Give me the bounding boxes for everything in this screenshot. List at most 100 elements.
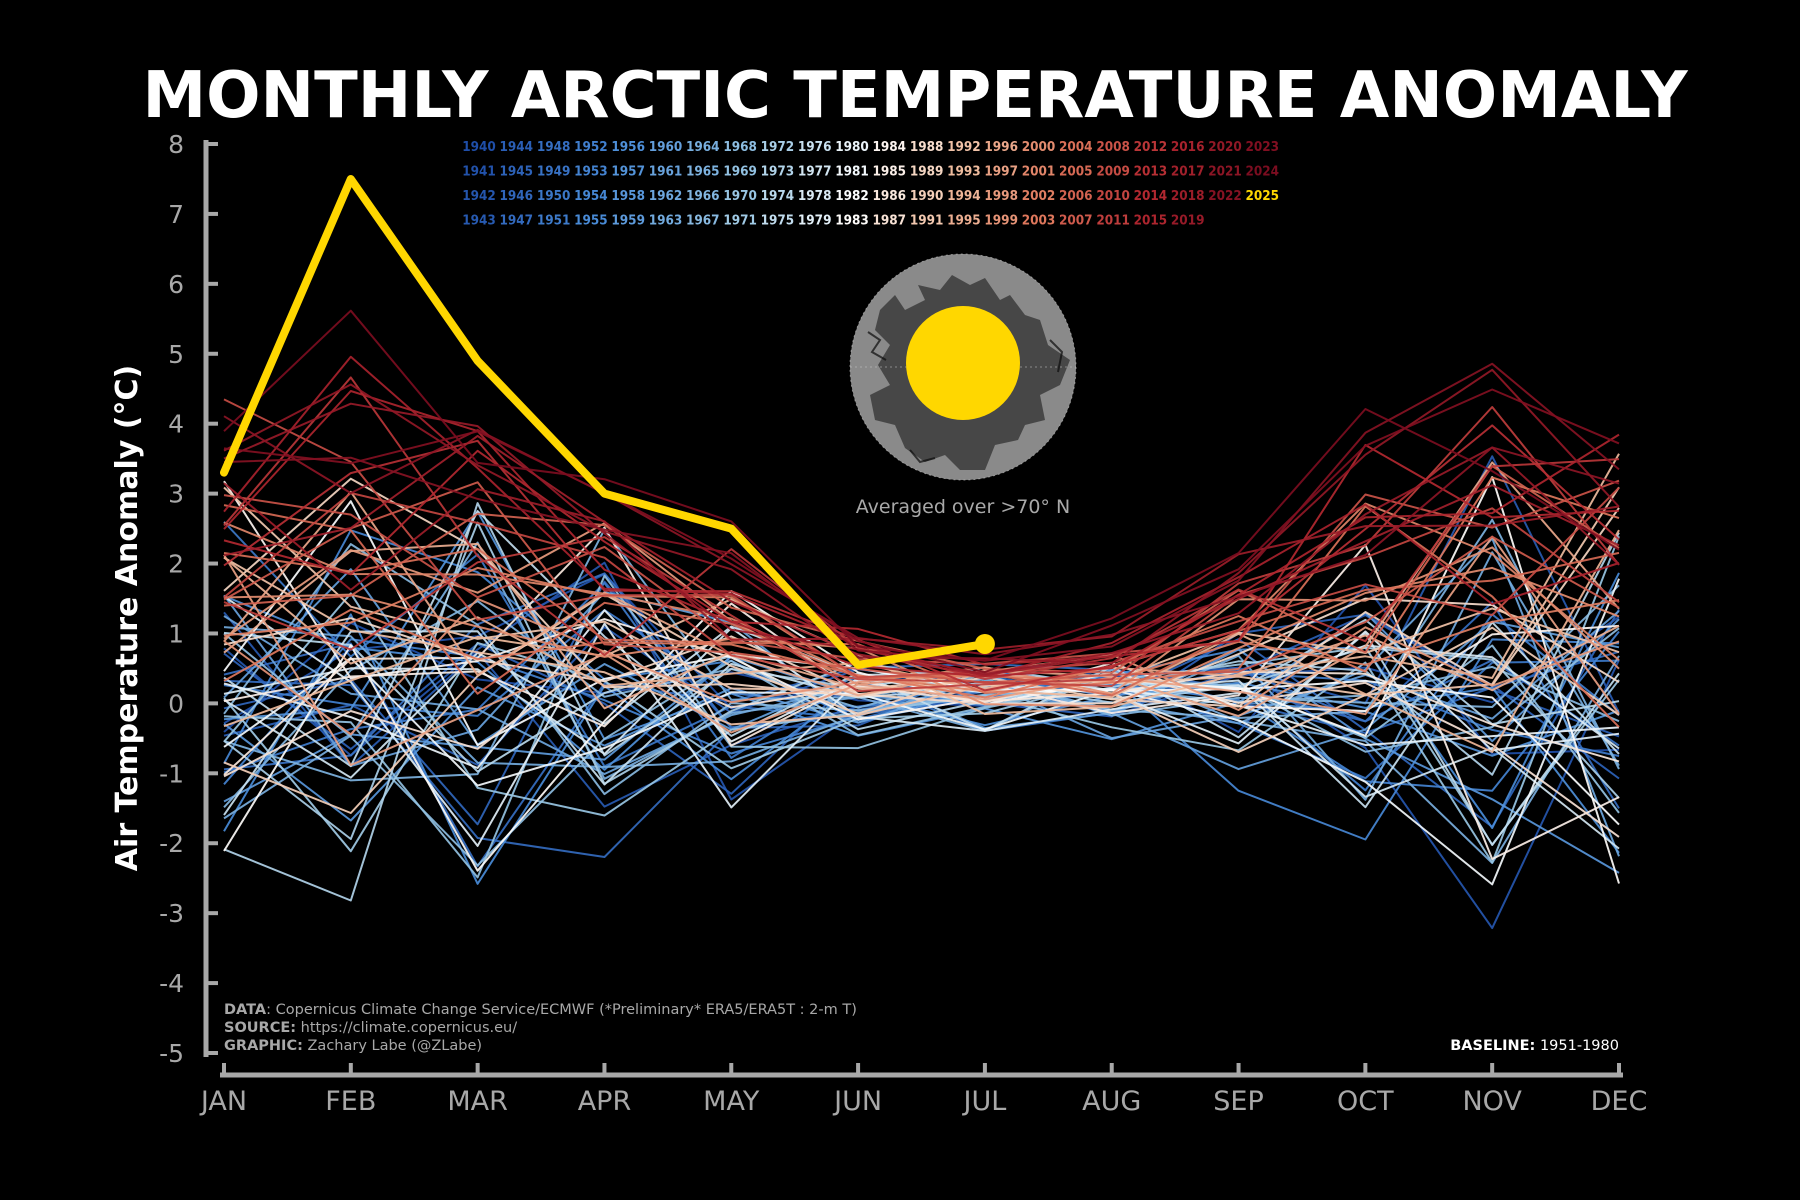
legend-year-label: 1982 <box>835 189 869 204</box>
year-line <box>223 402 1620 675</box>
year-line <box>223 627 1620 755</box>
y-tick-label: -4 <box>159 969 184 998</box>
legend-year-label: 1960 <box>649 140 683 155</box>
year-line <box>223 406 1620 693</box>
year-line <box>223 480 1620 721</box>
year-line <box>223 355 1620 677</box>
y-tick-label: 2 <box>168 550 184 579</box>
legend-year-label: 1966 <box>686 189 720 204</box>
x-tick-label: OCT <box>1337 1086 1394 1117</box>
year-line <box>223 627 1620 867</box>
legend-year-label: 1948 <box>537 140 571 155</box>
year-series-layer <box>223 309 1620 930</box>
legend-year-label: 1970 <box>723 189 757 204</box>
legend-year-label: 1987 <box>873 214 907 229</box>
legend-year-label: 1954 <box>574 189 608 204</box>
y-tick-label: 3 <box>168 480 184 509</box>
legend-year-label: 1969 <box>723 165 757 180</box>
legend-year-label: 1981 <box>835 165 869 180</box>
legend-year-label: 2018 <box>1171 189 1205 204</box>
year-line <box>223 597 1620 705</box>
legend-year-label: 1998 <box>984 189 1018 204</box>
legend-year-label: 1955 <box>574 214 608 229</box>
credit-graphic-text: Zachary Labe (@ZLabe) <box>303 1038 482 1054</box>
y-axis: 8 7 6 5 4 3 2 1 0 -1 -2 -3 -4 -5 <box>159 130 218 1068</box>
legend-year-label: 1963 <box>649 214 683 229</box>
legend-year-label: 1976 <box>798 140 832 155</box>
y-tick-label: 7 <box>168 200 184 229</box>
legend-year-label: 2013 <box>1134 165 1168 180</box>
legend-year-label: 2002 <box>1022 189 1056 204</box>
inset-caption: Averaged over >70° N <box>856 496 1070 518</box>
highlight-latest-point <box>974 633 995 654</box>
legend-year-label: 2003 <box>1022 214 1056 229</box>
legend-year-label: 2007 <box>1059 214 1093 229</box>
legend-year-label: 1965 <box>686 165 720 180</box>
x-tick-label: NOV <box>1462 1086 1522 1117</box>
legend-year-label: 1988 <box>910 140 944 155</box>
year-line <box>223 376 1620 680</box>
legend-year-label: 1980 <box>835 140 869 155</box>
legend-year-label: 2000 <box>1022 140 1056 155</box>
x-tick-label: MAR <box>447 1086 508 1117</box>
y-tick-label: -1 <box>159 759 184 788</box>
legend-year-label: 1979 <box>798 214 832 229</box>
legend-year-label: 1952 <box>574 140 608 155</box>
legend-year-label: 2024 <box>1246 165 1280 180</box>
legend-year-label: 1992 <box>947 140 981 155</box>
y-tick-label: 1 <box>168 619 184 648</box>
legend-year-label: 2005 <box>1059 165 1093 180</box>
legend-year-label: 1997 <box>984 165 1018 180</box>
highlight-series-layer <box>220 175 995 669</box>
legend-year-label: 1944 <box>500 140 534 155</box>
legend-year-label: 1943 <box>462 214 496 229</box>
x-tick-label: JUL <box>962 1086 1007 1117</box>
legend-year-label: 1958 <box>611 189 645 204</box>
legend-year-label: 1957 <box>611 165 645 180</box>
legend-year-label: 1947 <box>500 214 534 229</box>
legend-year-label: 1986 <box>873 189 907 204</box>
year-line <box>223 535 1620 864</box>
y-tick-label: 6 <box>168 270 184 299</box>
legend-year-label: 1961 <box>649 165 683 180</box>
legend-year-label: 2009 <box>1096 165 1130 180</box>
credit-source: SOURCE: https://climate.copernicus.eu/ <box>224 1020 517 1036</box>
legend-year-label: 1956 <box>611 140 645 155</box>
legend-year-label: 2014 <box>1134 189 1168 204</box>
credit-graphic-key: GRAPHIC: <box>224 1038 303 1054</box>
legend-year-label: 2021 <box>1208 165 1242 180</box>
legend-year-label: 1996 <box>984 140 1018 155</box>
legend-year-label: 1985 <box>873 165 907 180</box>
y-tick-label: -5 <box>159 1039 184 1068</box>
year-line <box>223 390 1620 678</box>
legend-year-label: 1991 <box>910 214 944 229</box>
legend-year-label: 1984 <box>873 140 907 155</box>
legend-year-label: 1951 <box>537 214 571 229</box>
year-line <box>223 522 1620 711</box>
legend-year-label: 2022 <box>1208 189 1242 204</box>
legend-year-label: 2025 <box>1246 189 1280 204</box>
legend-year-label: 1964 <box>686 140 720 155</box>
legend-year-label: 2006 <box>1059 189 1093 204</box>
averaging-region-disc <box>906 306 1020 420</box>
year-line <box>223 578 1620 886</box>
legend-year-label: 1962 <box>649 189 683 204</box>
legend-year-label: 1974 <box>761 189 795 204</box>
legend-year-label: 2012 <box>1134 140 1168 155</box>
legend-year-label: 1999 <box>984 214 1018 229</box>
baseline-text: 1951-1980 <box>1535 1038 1619 1054</box>
legend-year-label: 1978 <box>798 189 832 204</box>
legend-year-label: 2023 <box>1246 140 1280 155</box>
y-tick-label: -2 <box>159 829 184 858</box>
chart-title: MONTHLY ARCTIC TEMPERATURE ANOMALY <box>142 59 1688 133</box>
year-line <box>223 492 1620 687</box>
y-tick-label: 4 <box>168 410 184 439</box>
arctic-inset-map: Averaged over >70° N <box>849 253 1077 518</box>
year-legend: 1940 1944 1948 1952 1956 1960 1964 1968 1972 1976… <box>462 140 1279 229</box>
year-line <box>223 648 1620 874</box>
legend-year-label: 1977 <box>798 165 832 180</box>
year-line <box>223 476 1620 699</box>
legend-year-label: 2011 <box>1096 214 1130 229</box>
legend-year-label: 1994 <box>947 189 981 204</box>
legend-year-label: 2020 <box>1208 140 1242 155</box>
